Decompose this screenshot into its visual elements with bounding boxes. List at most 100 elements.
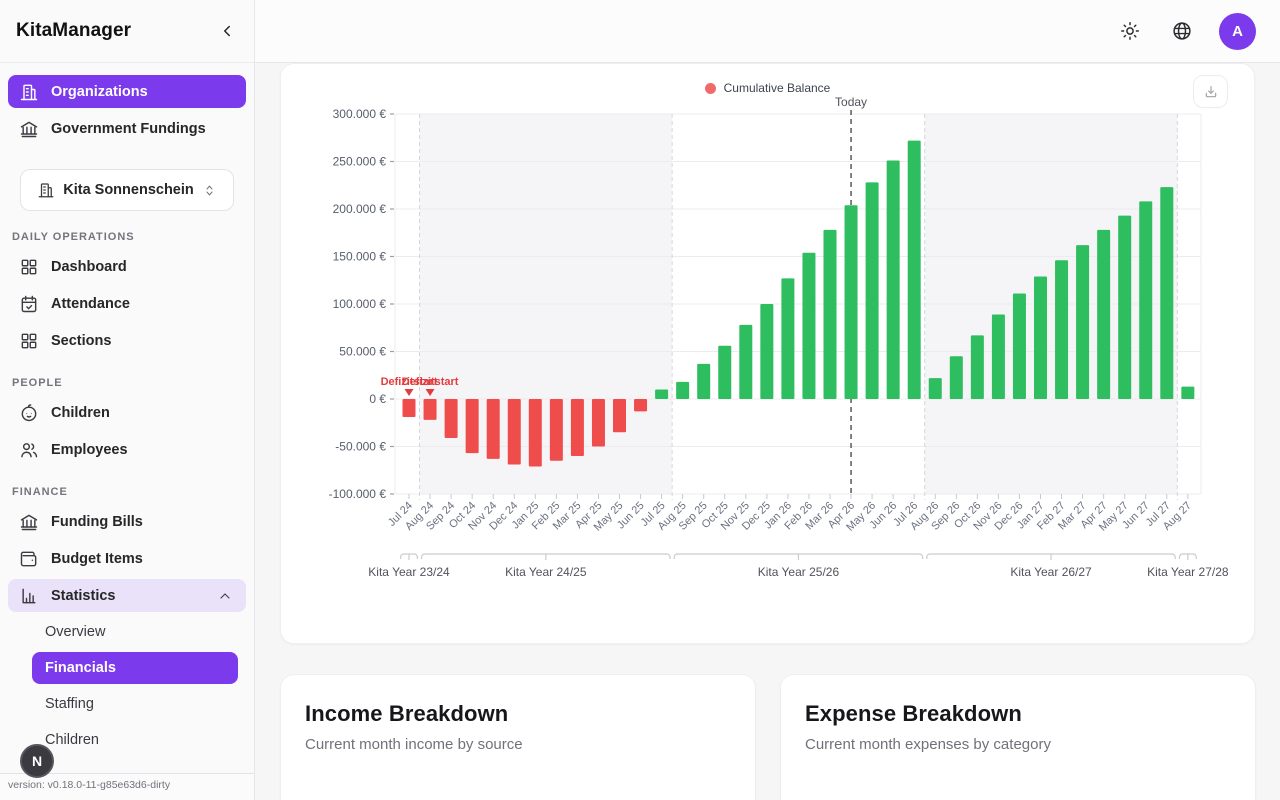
baby-face-icon — [19, 403, 39, 423]
balance-bar[interactable] — [676, 381, 690, 399]
balance-bar[interactable] — [423, 399, 437, 420]
section-heading-daily-operations: DAILY OPERATIONS — [12, 231, 135, 243]
kita-year-label: Kita Year 23/24 — [368, 565, 450, 579]
sidebar-subitem-staffing[interactable]: Staffing — [45, 696, 94, 712]
balance-bar[interactable] — [886, 160, 900, 399]
balance-bar[interactable] — [465, 399, 479, 454]
balance-bar[interactable] — [1034, 276, 1047, 399]
organization-select-value: Kita Sonnenschein — [63, 182, 194, 198]
balance-bar[interactable] — [697, 363, 711, 399]
y-axis-tick-label: 300.000 € — [333, 107, 387, 121]
balance-bar[interactable] — [1097, 229, 1111, 399]
debug-badge[interactable]: N — [20, 744, 54, 778]
sidebar-subitem-financials[interactable]: Financials — [32, 652, 238, 684]
balance-bar[interactable] — [613, 399, 626, 433]
kita-year-bracket — [673, 553, 924, 560]
balance-bar[interactable] — [528, 399, 542, 467]
download-button[interactable] — [1193, 75, 1228, 108]
user-avatar[interactable]: A — [1219, 12, 1256, 50]
deficit-marker — [425, 389, 435, 396]
breakdown-cards-row: Income Breakdown Current month income by… — [280, 674, 1256, 800]
grid-icon — [19, 257, 39, 277]
expense-card-subtitle: Current month expenses by category — [805, 736, 1051, 753]
balance-bar[interactable] — [802, 252, 816, 399]
sidebar-item-label: Sections — [51, 332, 112, 349]
balance-bar[interactable] — [1076, 245, 1090, 399]
sidebar-item-government-fundings[interactable]: Government Fundings — [8, 112, 246, 145]
sidebar-item-label: Organizations — [51, 83, 148, 100]
balance-bar[interactable] — [549, 399, 563, 461]
balance-bar[interactable] — [444, 399, 458, 438]
balance-bar[interactable] — [865, 182, 879, 399]
balance-bar[interactable] — [634, 399, 648, 412]
balance-bar[interactable] — [1139, 201, 1153, 399]
section-heading-people: PEOPLE — [12, 377, 63, 389]
sidebar-collapse-button[interactable] — [216, 20, 238, 42]
calendar-check-icon — [19, 294, 39, 314]
sidebar-item-label: Attendance — [51, 295, 130, 312]
building-icon — [19, 82, 39, 102]
sun-icon — [1119, 20, 1141, 42]
y-axis-tick-label: 200.000 € — [333, 202, 387, 216]
sidebar-item-statistics[interactable]: Statistics — [8, 579, 246, 612]
cumulative-balance-chart[interactable]: -100.000 € -50.000 € 0 € 50.000 € 100.000 € 1… — [281, 64, 1256, 643]
balance-bar[interactable] — [823, 229, 837, 399]
sidebar-item-children[interactable]: Children — [8, 396, 246, 429]
balance-bar[interactable] — [781, 278, 795, 399]
balance-bar[interactable] — [1055, 260, 1069, 399]
kita-year-bracket — [1178, 553, 1197, 560]
sidebar-item-dashboard[interactable]: Dashboard — [8, 250, 246, 283]
balance-bar[interactable] — [1181, 386, 1195, 399]
balance-bar[interactable] — [402, 399, 416, 418]
content: -100.000 € -50.000 € 0 € 50.000 € 100.000 € 1… — [255, 63, 1280, 800]
bank-icon — [19, 512, 39, 532]
balance-bar[interactable] — [655, 389, 669, 400]
balance-bar[interactable] — [928, 378, 942, 399]
wallet-icon — [19, 549, 39, 569]
kita-year-bracket — [420, 553, 671, 560]
income-card-subtitle: Current month income by source — [305, 736, 523, 753]
balance-bar[interactable] — [1012, 293, 1026, 399]
sidebar-item-sections[interactable]: Sections — [8, 324, 246, 357]
y-axis-tick-label: 0 € — [369, 392, 386, 406]
legend-dot — [704, 82, 716, 94]
sidebar-item-attendance[interactable]: Attendance — [8, 287, 246, 320]
balance-bar[interactable] — [591, 399, 605, 447]
statistics-sub-list: Overview Financials Staffing Children — [8, 616, 246, 756]
theme-toggle-button[interactable] — [1115, 16, 1145, 46]
balance-bar[interactable] — [844, 205, 858, 399]
sidebar-item-budget-items[interactable]: Budget Items — [8, 542, 246, 575]
sidebar-item-employees[interactable]: Employees — [8, 433, 246, 466]
kita-year-bracket — [926, 553, 1176, 560]
balance-bar[interactable] — [507, 399, 521, 465]
sidebar-item-organizations[interactable]: Organizations — [8, 75, 246, 108]
y-axis-tick-label: 100.000 € — [333, 297, 387, 311]
today-label: Today — [835, 95, 867, 109]
language-button[interactable] — [1167, 16, 1197, 46]
sidebar-subitem-children[interactable]: Children — [45, 732, 99, 748]
balance-bar[interactable] — [718, 345, 732, 399]
balance-bar[interactable] — [486, 399, 500, 459]
sidebar-item-label: Employees — [51, 441, 128, 458]
sidebar-item-funding-bills[interactable]: Funding Bills — [8, 505, 246, 538]
balance-bar[interactable] — [1160, 187, 1174, 399]
cumulative-balance-chart-card: -100.000 € -50.000 € 0 € 50.000 € 100.000 € 1… — [280, 63, 1255, 644]
balance-bar[interactable] — [1118, 215, 1132, 399]
sidebar-item-label: Budget Items — [51, 550, 143, 567]
balance-bar[interactable] — [739, 324, 753, 399]
balance-bar[interactable] — [949, 356, 963, 399]
income-breakdown-card: Income Breakdown Current month income by… — [280, 674, 756, 800]
sidebar-item-label: Children — [51, 404, 110, 421]
deficit-annotation-label: Defizitstart — [381, 376, 438, 388]
balance-bar[interactable] — [970, 335, 984, 399]
balance-bar[interactable] — [991, 314, 1005, 399]
balance-bar[interactable] — [570, 399, 584, 456]
expense-card-title: Expense Breakdown — [805, 701, 1022, 726]
organization-select[interactable]: Kita Sonnenschein — [20, 169, 234, 211]
chart-legend[interactable]: Cumulative Balance — [281, 81, 1254, 95]
balance-bar[interactable] — [907, 140, 921, 399]
sidebar-subitem-overview[interactable]: Overview — [45, 624, 106, 640]
balance-bar[interactable] — [760, 304, 774, 399]
grid-icon — [19, 331, 39, 351]
